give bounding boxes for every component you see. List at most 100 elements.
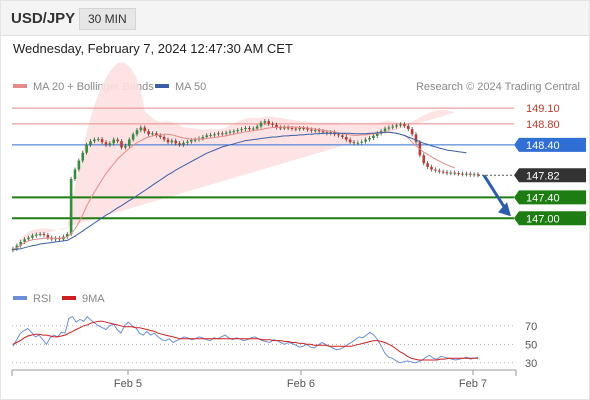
candle-body <box>352 142 356 144</box>
candle-body <box>286 127 290 129</box>
candle-body <box>193 139 197 141</box>
rsi-legend-swatch <box>13 296 27 300</box>
candle-body <box>313 130 317 132</box>
candle-body <box>294 128 298 130</box>
candle-body <box>108 143 112 145</box>
level-tag-pivot <box>514 137 586 152</box>
ma50-legend-label: MA 50 <box>175 81 206 93</box>
candle-body <box>100 139 104 143</box>
candle-body <box>251 128 255 130</box>
candle-body <box>205 135 209 137</box>
timeframe-button[interactable]: 30 MIN <box>79 8 136 30</box>
candle-body <box>337 134 340 136</box>
candle-body <box>248 128 251 130</box>
level-label-support: 147.00 <box>526 213 560 225</box>
candle-body <box>155 133 158 136</box>
rsi-tick-label: 50 <box>525 339 537 351</box>
level-label-resistance: 149.10 <box>526 103 560 115</box>
ma50-legend-swatch <box>155 84 169 88</box>
candle-body <box>120 141 123 148</box>
level-label-pivot: 148.40 <box>526 140 560 152</box>
ma50-line <box>12 131 467 251</box>
candle-body <box>275 124 278 128</box>
rsi-tick-label: 30 <box>525 358 537 370</box>
candle-body <box>395 125 398 127</box>
candle-body <box>306 128 309 130</box>
price-tags: 149.10 148.80 148.40 147.40 147.00 147.82 <box>514 103 586 226</box>
level-label-support: 147.40 <box>526 192 560 204</box>
candle-body <box>228 131 232 133</box>
candle-body <box>290 128 294 130</box>
candle-body <box>34 234 38 236</box>
candle-body <box>457 173 460 175</box>
candle-body <box>321 131 325 133</box>
candle-body <box>186 141 189 143</box>
candle-body <box>189 140 193 142</box>
level-label-resistance: 148.80 <box>526 119 560 131</box>
candle-body <box>468 173 472 175</box>
candle-body <box>410 129 414 135</box>
candle-body <box>31 235 34 238</box>
x-tick-label: Feb 5 <box>114 378 142 390</box>
candle-body <box>27 237 30 240</box>
candle-body <box>271 123 274 125</box>
candle-body <box>116 139 119 142</box>
candle-body <box>360 141 364 143</box>
candle-body <box>178 143 181 145</box>
candle-body <box>69 178 73 235</box>
candle-body <box>310 129 313 131</box>
candle-body <box>112 139 116 144</box>
price-levels <box>12 107 514 220</box>
rsi-ma-legend-swatch <box>62 296 76 300</box>
candle-body <box>244 128 247 130</box>
candle-body <box>406 125 410 130</box>
candle-body <box>341 135 344 137</box>
candle-body <box>81 152 85 161</box>
candle-body <box>375 133 379 136</box>
candle-body <box>127 139 131 146</box>
candle-body <box>344 136 348 140</box>
candles <box>11 119 480 253</box>
candle-body <box>166 139 170 143</box>
header-bar: USD/JPY 30 MIN <box>1 1 589 36</box>
candle-body <box>131 134 135 140</box>
candle-body <box>224 132 228 134</box>
candle-body <box>391 126 395 128</box>
source-credit: Research © 2024 Trading Central <box>416 81 580 93</box>
candle-body <box>317 130 321 132</box>
candle-body <box>255 126 259 129</box>
candle-body <box>77 160 81 170</box>
candle-body <box>143 127 147 132</box>
candle-body <box>259 122 263 127</box>
candle-body <box>65 234 69 237</box>
candle-body <box>201 136 205 139</box>
candle-body <box>147 131 150 135</box>
candle-body <box>104 142 108 145</box>
candle-body <box>213 134 216 136</box>
candle-body <box>135 130 139 135</box>
candle-body <box>379 131 383 134</box>
candle-body <box>240 129 243 131</box>
candle-body <box>282 127 286 129</box>
symbol-title: USD/JPY <box>11 10 76 27</box>
candle-body <box>449 172 453 174</box>
level-tag-support <box>514 190 586 205</box>
candle-body <box>430 166 433 170</box>
datetime-label: Wednesday, February 7, 2024 12:47:30 AM … <box>13 41 293 56</box>
rsi-legend-label: RSI <box>33 293 51 305</box>
candle-body <box>38 234 42 236</box>
rsi-ma-legend-label: 9MA <box>82 293 105 305</box>
candle-body <box>236 130 240 132</box>
candle-body <box>434 169 437 171</box>
candle-body <box>220 133 224 135</box>
candle-body <box>89 141 92 145</box>
rsi-line <box>12 315 479 364</box>
x-tick-label: Feb 7 <box>459 378 487 390</box>
candle-body <box>368 138 371 140</box>
candle-body <box>437 170 441 172</box>
candle-body <box>170 140 174 143</box>
candle-body <box>348 139 352 143</box>
candle-body <box>399 124 402 126</box>
candle-body <box>372 135 375 139</box>
